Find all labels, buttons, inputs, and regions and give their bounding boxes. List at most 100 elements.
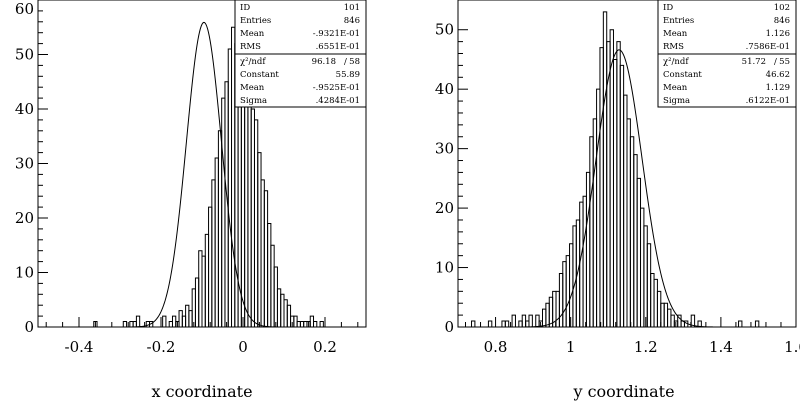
stat-label: ID — [240, 3, 250, 13]
histogram-bin — [162, 315, 167, 327]
histogram-bin — [660, 302, 665, 327]
histogram-bin — [535, 314, 540, 327]
y-tick-label: 40 — [15, 100, 34, 118]
histogram-bin — [612, 58, 618, 327]
stat-label: Mean — [663, 29, 688, 39]
histogram-bin — [122, 321, 128, 327]
gaussian-fit-curve — [458, 49, 796, 328]
stat-value: .6551E-01 — [316, 42, 360, 52]
histogram-bin — [585, 171, 591, 327]
stat-label: RMS — [240, 42, 261, 52]
stat-label: Constant — [240, 70, 279, 80]
histogram-bin — [754, 320, 760, 327]
y-tick-label: 10 — [15, 264, 34, 282]
x-tick-label: 0 — [238, 338, 248, 356]
histogram-bin — [656, 290, 662, 327]
histogram-bin — [572, 225, 577, 327]
histogram-bin — [562, 261, 567, 327]
stat-value: 55.89 — [336, 70, 360, 80]
histogram-bin — [636, 177, 642, 327]
y-tick-label: 30 — [15, 155, 34, 173]
histogram-bin — [525, 320, 530, 327]
histogram-bin — [643, 225, 648, 327]
stat-value: .4284E-01 — [316, 96, 360, 106]
stat-value: 846 — [344, 16, 360, 26]
gaussian-fit-curve — [38, 21, 366, 328]
stat-label: ID — [663, 3, 673, 13]
histogram-bin — [663, 302, 669, 327]
histogram-bin — [670, 314, 675, 327]
histogram-bin — [697, 320, 702, 327]
histogram-bin — [640, 207, 645, 327]
histogram-bin — [609, 29, 614, 327]
histogram-bin — [565, 255, 571, 327]
chi2-ndf: 58 — [349, 57, 360, 67]
chi2-separator: / — [344, 57, 347, 67]
stat-label: Entries — [240, 16, 271, 26]
y-tick-label: 40 — [435, 80, 454, 98]
histogram-bin — [602, 11, 608, 327]
histogram-bin — [599, 47, 604, 327]
chi2-separator: / — [774, 57, 777, 67]
histogram-bin — [616, 41, 621, 327]
stat-label: Sigma — [240, 96, 267, 106]
chi2-label: χ²/ndf — [663, 57, 689, 67]
stat-label: Mean — [663, 83, 688, 93]
histogram-bin — [569, 243, 574, 327]
histogram-bin — [667, 308, 672, 327]
stat-value: 102 — [774, 3, 790, 13]
x-tick-label: 1.4 — [709, 338, 733, 356]
x-coordinate-histogram-panel: 0 10 20 30 40 50 60 -0.4 -0.2 0 0.2 x coordinate ID 1… — [15, 0, 367, 401]
histogram-bin — [545, 302, 550, 327]
stat-label: Mean — [240, 29, 265, 39]
histogram-bin — [93, 321, 98, 327]
y-tick-label: 20 — [15, 209, 34, 227]
x-axis-title: x coordinate — [151, 382, 252, 401]
histogram-bin — [471, 320, 476, 327]
x-tick-label: 1.2 — [634, 338, 658, 356]
x-tick-label: -0.4 — [65, 338, 94, 356]
histogram-bin — [555, 290, 560, 327]
chi2-label: χ²/ndf — [240, 57, 266, 67]
histogram-bin — [521, 314, 527, 327]
histogram-bin — [579, 201, 584, 327]
x-tick-label: 0.8 — [484, 338, 508, 356]
stat-value: 46.62 — [766, 70, 790, 80]
histogram-bin — [653, 278, 658, 327]
y-tick-label: 50 — [435, 21, 454, 39]
stat-label: Mean — [240, 83, 265, 93]
stats-box: ID 102 Entries 846 Mean 1.126 RMS .7586E-01 χ²/n… — [657, 0, 797, 108]
y-tick-label: 0 — [24, 318, 34, 336]
stats-box: ID 101 Entries 846 Mean -.9321E-01 RMS .6551E-0… — [234, 0, 367, 108]
y-tick-label: 60 — [15, 0, 34, 18]
histogram-bin — [633, 154, 638, 327]
stat-value: 101 — [344, 3, 360, 13]
histogram-bin — [528, 314, 533, 327]
histogram-bin — [558, 272, 564, 327]
histogram-bin — [629, 136, 635, 327]
y-tick-label: 50 — [15, 46, 34, 64]
histogram-bin — [511, 314, 516, 327]
stat-label: RMS — [663, 42, 684, 52]
histogram-bin — [313, 321, 318, 327]
stat-value: 846 — [774, 16, 790, 26]
histogram-bin — [319, 321, 324, 327]
chi2-value: 96.18 — [312, 57, 336, 67]
x-tick-label: -0.2 — [147, 338, 176, 356]
y-coordinate-histogram-panel: 0 10 20 30 40 50 0.8 1 1.2 1.4 1.6 y coordinate ID 10… — [435, 0, 800, 401]
histogram-bin — [592, 118, 598, 327]
x-tick-label: 0.2 — [313, 338, 337, 356]
histogram-bin — [619, 64, 625, 327]
stat-label: Constant — [663, 70, 702, 80]
y-tick-label: 0 — [444, 318, 454, 336]
histogram-bin — [487, 320, 493, 327]
stat-label: Entries — [663, 16, 694, 26]
histogram-bin — [504, 320, 510, 327]
stat-label: Sigma — [663, 96, 690, 106]
stat-value: 1.126 — [766, 29, 790, 39]
histogram-bin — [596, 88, 601, 327]
stat-value: .6122E-01 — [746, 96, 790, 106]
histogram-bin — [650, 272, 655, 327]
histogram-bin — [582, 195, 587, 327]
